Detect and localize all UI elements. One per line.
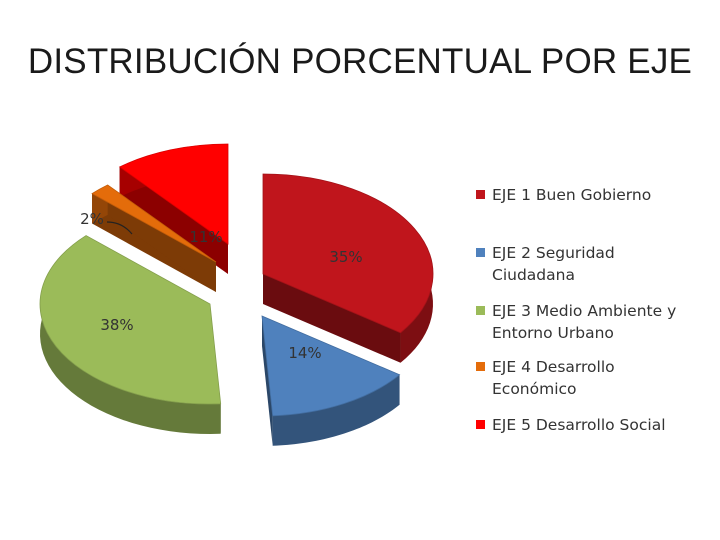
data-label-2: 14% [288, 344, 321, 362]
data-label-5: 11% [189, 228, 222, 246]
legend-swatch [476, 190, 485, 199]
data-label-4: 2% [80, 210, 104, 228]
data-label-1: 35% [329, 248, 362, 266]
legend-item-4: EJE 4 Desarrollo Económico [476, 356, 615, 400]
legend-label: EJE 3 Medio Ambiente y [492, 302, 677, 320]
legend-swatch [476, 420, 485, 429]
leader-line [106, 221, 133, 235]
legend-item-1: EJE 1 Buen Gobierno [476, 184, 651, 206]
data-label-3: 38% [100, 316, 133, 334]
legend-item-5: EJE 5 Desarrollo Social [476, 414, 666, 436]
legend-label: EJE 5 Desarrollo Social [492, 416, 666, 434]
pie-slice-5 [118, 143, 229, 274]
slide-title: DISTRIBUCIÓN PORCENTUAL POR EJE [27, 42, 693, 81]
legend-swatch [476, 362, 485, 371]
legend-label: EJE 2 Seguridad [492, 244, 615, 262]
legend-item-3: EJE 3 Medio Ambiente y Entorno Urbano [476, 300, 676, 344]
legend-item-2: EJE 2 Seguridad Ciudadana [476, 242, 615, 286]
legend-label: Entorno Urbano [492, 324, 614, 342]
legend-label: Ciudadana [492, 266, 575, 284]
legend-swatch [476, 248, 485, 257]
legend-label: Económico [492, 380, 577, 398]
pie-slice-4 [91, 184, 217, 292]
pie-slice-2 [261, 315, 401, 446]
legend-label: EJE 1 Buen Gobierno [492, 186, 652, 204]
pie-slice-1 [262, 173, 434, 363]
legend-label: EJE 4 Desarrollo [492, 358, 615, 376]
legend-swatch [476, 306, 485, 315]
pie-slice-3 [39, 235, 222, 434]
